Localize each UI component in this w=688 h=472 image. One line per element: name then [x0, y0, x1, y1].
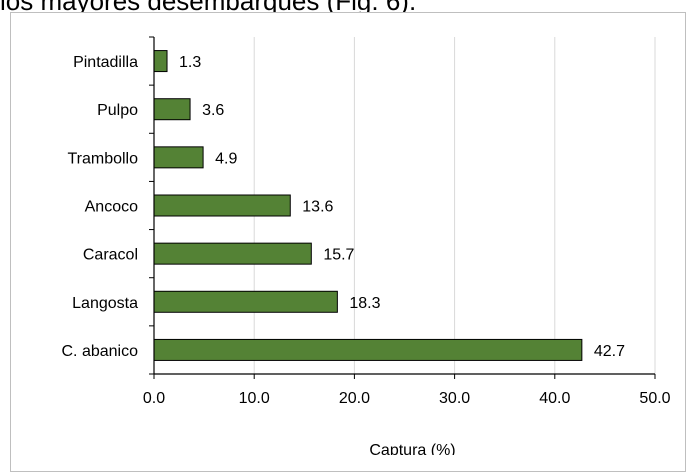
- x-tick-label: 10.0: [239, 390, 270, 407]
- category-label: C. abanico: [62, 343, 139, 360]
- bar: [153, 290, 338, 313]
- x-axis-title: Captura (%): [369, 442, 455, 455]
- bar-chart: Pintadilla 1.3 Pulpo 3.6 Trambollo 4.9 Ancoco 1…: [62, 36, 671, 455]
- bars: [153, 50, 583, 361]
- data-label: 15.7: [323, 247, 354, 264]
- x-tick-label: 40.0: [539, 390, 570, 407]
- category-label: Pulpo: [97, 102, 138, 119]
- labels: Pintadilla 1.3 Pulpo 3.6 Trambollo 4.9 Ancoco 1…: [62, 54, 671, 455]
- data-label: 13.6: [302, 199, 333, 216]
- bar: [153, 146, 204, 169]
- category-label: Caracol: [83, 247, 138, 264]
- x-tick-label: 0.0: [143, 390, 165, 407]
- category-label: Ancoco: [85, 199, 138, 216]
- category-label: Trambollo: [67, 150, 138, 167]
- bar: [153, 194, 291, 217]
- bar: [153, 242, 312, 265]
- data-label: 42.7: [594, 343, 625, 360]
- data-label: 4.9: [215, 150, 237, 167]
- bar: [153, 98, 191, 121]
- x-tick-label: 20.0: [339, 390, 370, 407]
- chart-area: [10, 12, 686, 472]
- category-label: Langosta: [72, 295, 138, 312]
- data-label: 3.6: [202, 102, 224, 119]
- axes: [149, 36, 656, 379]
- data-label: 1.3: [179, 54, 201, 71]
- data-label: 18.3: [349, 295, 380, 312]
- bar: [153, 50, 168, 73]
- bar: [153, 338, 583, 361]
- x-tick-label: 30.0: [439, 390, 470, 407]
- x-tick-label: 50.0: [639, 390, 670, 407]
- category-label: Pintadilla: [73, 54, 138, 71]
